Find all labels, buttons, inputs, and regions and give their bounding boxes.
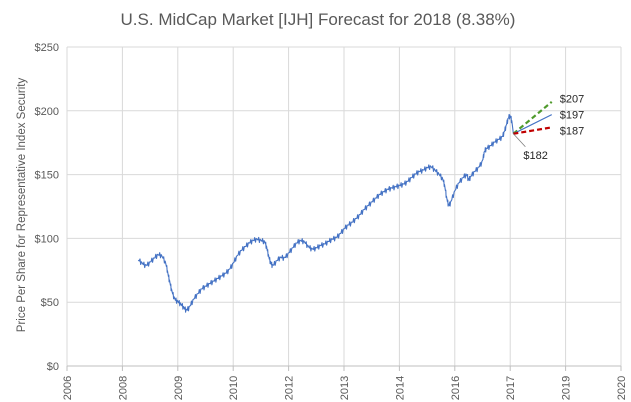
y-tick-label: $0 — [47, 361, 59, 373]
x-tick-label: 2008 — [117, 376, 129, 400]
y-tick-label: $150 — [35, 170, 59, 182]
forecast-label-low: $187 — [560, 126, 584, 138]
series-line-ijh — [137, 113, 514, 313]
x-tick-label: 2012 — [284, 376, 296, 400]
y-tick-label: $250 — [35, 42, 59, 54]
y-tick-label: $50 — [41, 297, 59, 309]
forecast-line-low — [513, 126, 552, 135]
x-tick-label: 2016 — [450, 376, 462, 400]
y-axis-label: Price Per Share for Representative Index… — [16, 78, 28, 333]
y-tick-label: $100 — [35, 233, 59, 245]
forecast-label-high: $207 — [560, 94, 584, 106]
annotation-start-label: $182 — [523, 150, 547, 162]
x-tick-label: 2009 — [173, 376, 185, 400]
x-tick-label: 2014 — [394, 376, 406, 400]
x-tick-label: 2013 — [339, 376, 351, 400]
chart-title: U.S. MidCap Market [IJH] Forecast for 20… — [121, 10, 516, 29]
x-tick-label: 2019 — [561, 376, 573, 400]
y-tick-label: $200 — [35, 106, 59, 118]
annotations: $182 — [513, 133, 548, 162]
axes: $0 $50 $100 $150 $200 $250 2006 2008 2009 2010 201… — [35, 42, 628, 400]
annotation-leader — [513, 133, 526, 148]
x-tick-label: 2020 — [616, 376, 628, 400]
series — [137, 113, 514, 313]
x-tick-label: 2006 — [62, 376, 74, 400]
forecasts: $207 $197 $187 — [512, 94, 584, 138]
forecast-label-base: $197 — [560, 110, 584, 122]
forecast-line-base — [513, 114, 553, 135]
x-tick-label: 2017 — [505, 376, 517, 400]
forecast-line-high — [512, 101, 553, 135]
grid — [66, 46, 622, 367]
x-tick-label: 2010 — [228, 376, 240, 400]
